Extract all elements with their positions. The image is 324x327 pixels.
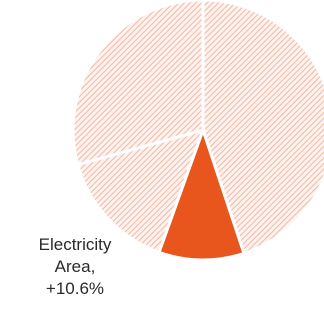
pie-slice-1 [201, 0, 324, 256]
pie-slices [71, 0, 324, 262]
pie-slice-electricity-area [157, 125, 246, 262]
callout-line-2: Area, [54, 257, 96, 276]
callout-line-3: +10.6% [45, 279, 105, 298]
callout-line-1: Electricity [38, 235, 112, 254]
pie-slice-4 [71, 0, 205, 167]
pie-slice-3 [75, 127, 206, 255]
electricity-area-callout: Electricity Area, +10.6% [0, 234, 150, 300]
